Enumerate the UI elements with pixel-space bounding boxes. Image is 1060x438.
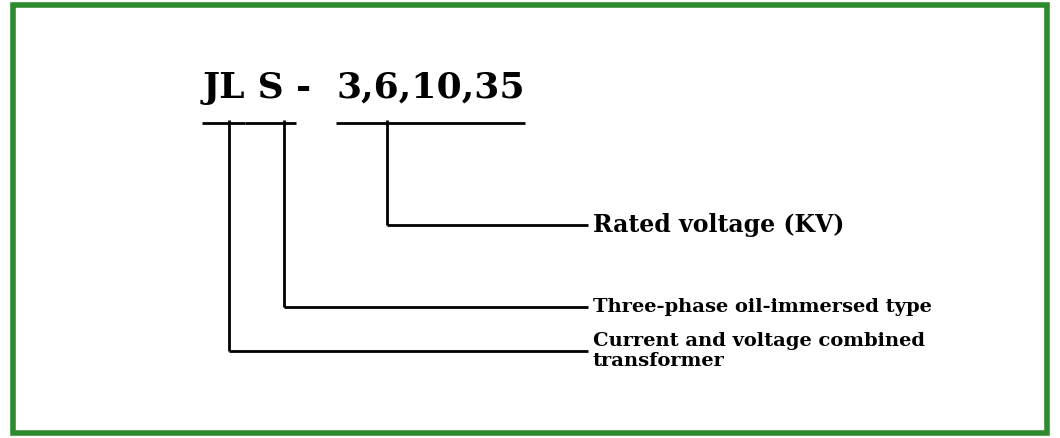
Text: -: -: [296, 71, 336, 105]
Text: Rated voltage (KV): Rated voltage (KV): [593, 212, 844, 237]
Text: Current and voltage combined
transformer: Current and voltage combined transformer: [593, 332, 924, 371]
Text: S: S: [245, 71, 296, 105]
Text: JL: JL: [202, 71, 245, 105]
Text: Three-phase oil-immersed type: Three-phase oil-immersed type: [593, 298, 932, 316]
Text: 3,6,10,35: 3,6,10,35: [336, 71, 525, 105]
